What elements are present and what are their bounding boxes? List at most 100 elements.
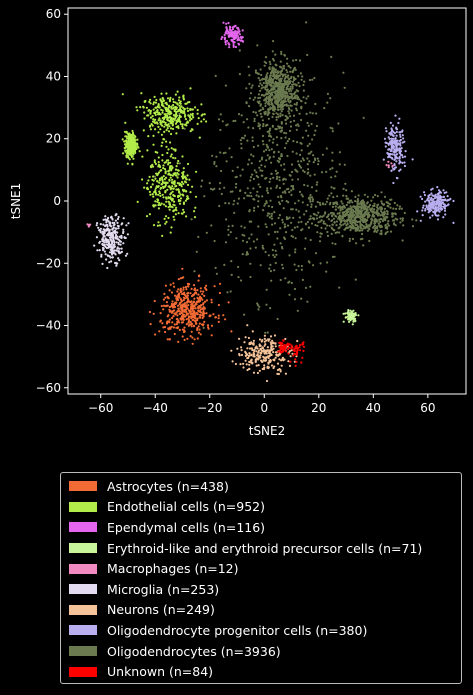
data-point xyxy=(259,104,262,107)
data-point xyxy=(277,160,281,164)
data-point xyxy=(111,256,114,259)
data-point xyxy=(133,147,136,150)
data-point xyxy=(442,195,445,198)
data-point xyxy=(264,177,267,180)
data-point xyxy=(161,322,164,325)
data-point xyxy=(272,40,275,43)
data-point xyxy=(306,144,309,147)
data-point xyxy=(252,177,255,181)
data-point xyxy=(185,197,189,201)
data-point xyxy=(246,187,249,190)
data-point xyxy=(107,244,110,247)
data-point xyxy=(266,89,269,92)
legend-label: Neurons (n=249) xyxy=(107,602,215,618)
data-point xyxy=(360,207,363,210)
data-point xyxy=(235,237,238,240)
data-point xyxy=(401,141,404,144)
data-point xyxy=(311,78,314,81)
data-point xyxy=(283,344,286,347)
data-point xyxy=(265,359,268,362)
data-point xyxy=(367,211,370,214)
data-point xyxy=(259,112,262,115)
data-point xyxy=(168,318,171,321)
data-point xyxy=(253,353,256,356)
data-point xyxy=(161,193,164,196)
data-point xyxy=(115,235,118,238)
data-point xyxy=(342,71,345,74)
data-point xyxy=(289,85,292,88)
data-point xyxy=(354,320,357,323)
data-point xyxy=(310,150,313,153)
data-point xyxy=(175,112,178,116)
data-point xyxy=(285,200,288,203)
data-point xyxy=(309,217,312,220)
data-point xyxy=(276,237,279,240)
data-point xyxy=(268,68,271,71)
data-point xyxy=(162,175,165,178)
data-point xyxy=(416,210,419,213)
data-point xyxy=(142,105,145,108)
data-point xyxy=(343,222,347,225)
data-point xyxy=(444,213,447,216)
data-point xyxy=(292,354,295,357)
data-point xyxy=(248,354,251,357)
data-point xyxy=(181,328,184,331)
data-point xyxy=(98,240,102,243)
data-point xyxy=(209,314,212,317)
data-point xyxy=(193,305,196,308)
data-point xyxy=(269,187,272,190)
data-point xyxy=(279,278,282,282)
data-point xyxy=(197,293,200,296)
data-point xyxy=(371,214,374,217)
data-point xyxy=(427,205,431,208)
data-point xyxy=(246,324,249,327)
data-point xyxy=(159,99,162,102)
data-point xyxy=(186,307,189,310)
data-point xyxy=(419,195,422,198)
data-point xyxy=(134,151,137,154)
data-point xyxy=(105,229,108,232)
data-point xyxy=(325,170,328,173)
data-point xyxy=(282,207,285,210)
data-point xyxy=(403,164,406,168)
data-point xyxy=(152,224,156,227)
data-point xyxy=(401,154,404,157)
data-point xyxy=(301,356,304,359)
data-point xyxy=(104,215,107,218)
data-point xyxy=(264,76,267,79)
data-point xyxy=(194,319,197,322)
data-point xyxy=(105,246,108,250)
data-point xyxy=(307,124,310,127)
data-point xyxy=(274,342,277,345)
data-point xyxy=(270,88,273,91)
data-point xyxy=(269,106,272,109)
data-point xyxy=(278,341,281,344)
data-point xyxy=(428,201,431,204)
data-point xyxy=(205,120,208,123)
data-point xyxy=(158,117,161,120)
data-point xyxy=(269,263,272,266)
data-point xyxy=(115,264,118,267)
data-point xyxy=(167,161,170,164)
data-point xyxy=(273,70,276,73)
data-point xyxy=(280,73,283,76)
data-point xyxy=(156,198,159,201)
data-point xyxy=(411,225,415,228)
data-point xyxy=(314,102,317,106)
data-point xyxy=(264,202,267,205)
data-point xyxy=(362,227,365,230)
data-point xyxy=(307,134,310,137)
data-point xyxy=(319,235,322,238)
data-point xyxy=(164,205,167,208)
data-point xyxy=(177,307,180,310)
data-point xyxy=(335,224,338,227)
data-point xyxy=(373,219,376,223)
data-point xyxy=(316,231,319,234)
data-point xyxy=(391,219,395,222)
data-point xyxy=(184,199,187,202)
data-point xyxy=(325,200,328,203)
data-point xyxy=(152,134,155,137)
data-point xyxy=(278,179,281,182)
data-point xyxy=(436,218,440,221)
data-point xyxy=(234,45,237,49)
